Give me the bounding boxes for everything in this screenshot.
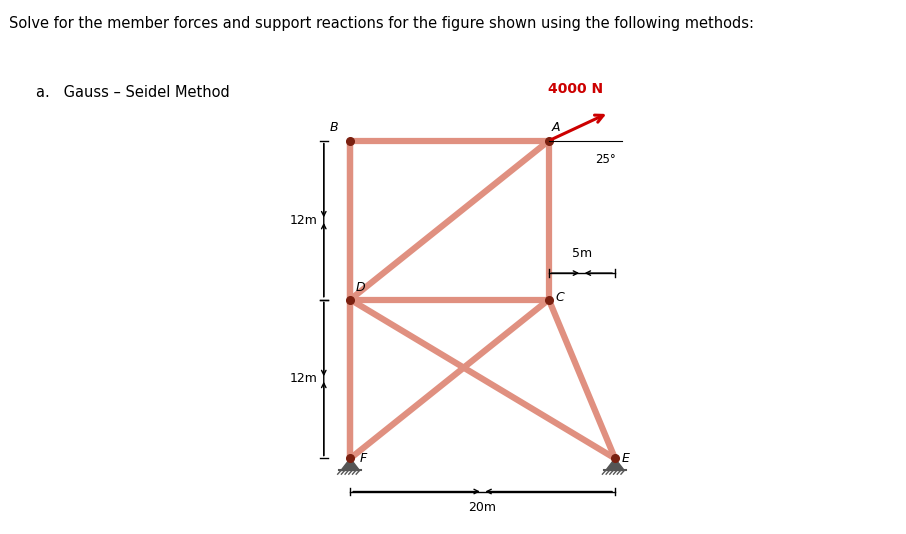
Polygon shape <box>606 458 624 470</box>
Text: C: C <box>555 290 564 303</box>
Text: 12m: 12m <box>290 214 318 226</box>
Text: F: F <box>360 452 367 465</box>
Text: 5m: 5m <box>572 247 592 260</box>
Text: 20m: 20m <box>468 501 496 514</box>
Text: 25°: 25° <box>595 153 616 166</box>
Text: D: D <box>356 281 366 294</box>
Text: 4000 N: 4000 N <box>548 82 603 96</box>
Text: 12m: 12m <box>290 373 318 386</box>
Text: a.   Gauss – Seidel Method: a. Gauss – Seidel Method <box>36 85 230 100</box>
Polygon shape <box>341 458 360 470</box>
Text: B: B <box>330 121 339 134</box>
Text: Solve for the member forces and support reactions for the figure shown using the: Solve for the member forces and support … <box>9 16 754 31</box>
Text: A: A <box>551 121 560 134</box>
Text: E: E <box>622 452 630 465</box>
